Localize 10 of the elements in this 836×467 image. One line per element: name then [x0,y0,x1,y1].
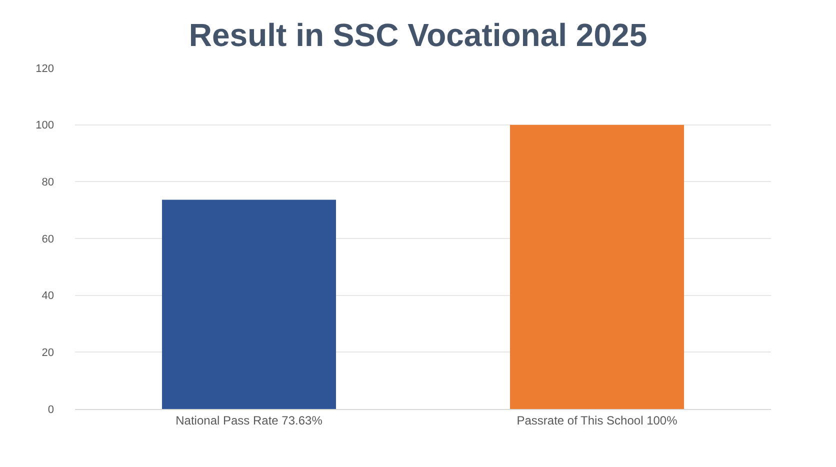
y-tick-label: 0 [48,404,54,416]
x-tick-label: Passrate of This School 100% [516,413,678,428]
y-tick-label: 20 [42,347,54,360]
x-tick-label: National Pass Rate 73.63% [176,413,323,428]
chart-title: Result in SSC Vocational 2025 [188,16,648,53]
y-tick-label: 40 [42,290,54,302]
y-tick-label: 60 [42,233,54,246]
y-tick-label: 80 [42,176,54,189]
y-tick-label: 100 [36,120,54,132]
y-tick-label: 120 [36,62,54,75]
